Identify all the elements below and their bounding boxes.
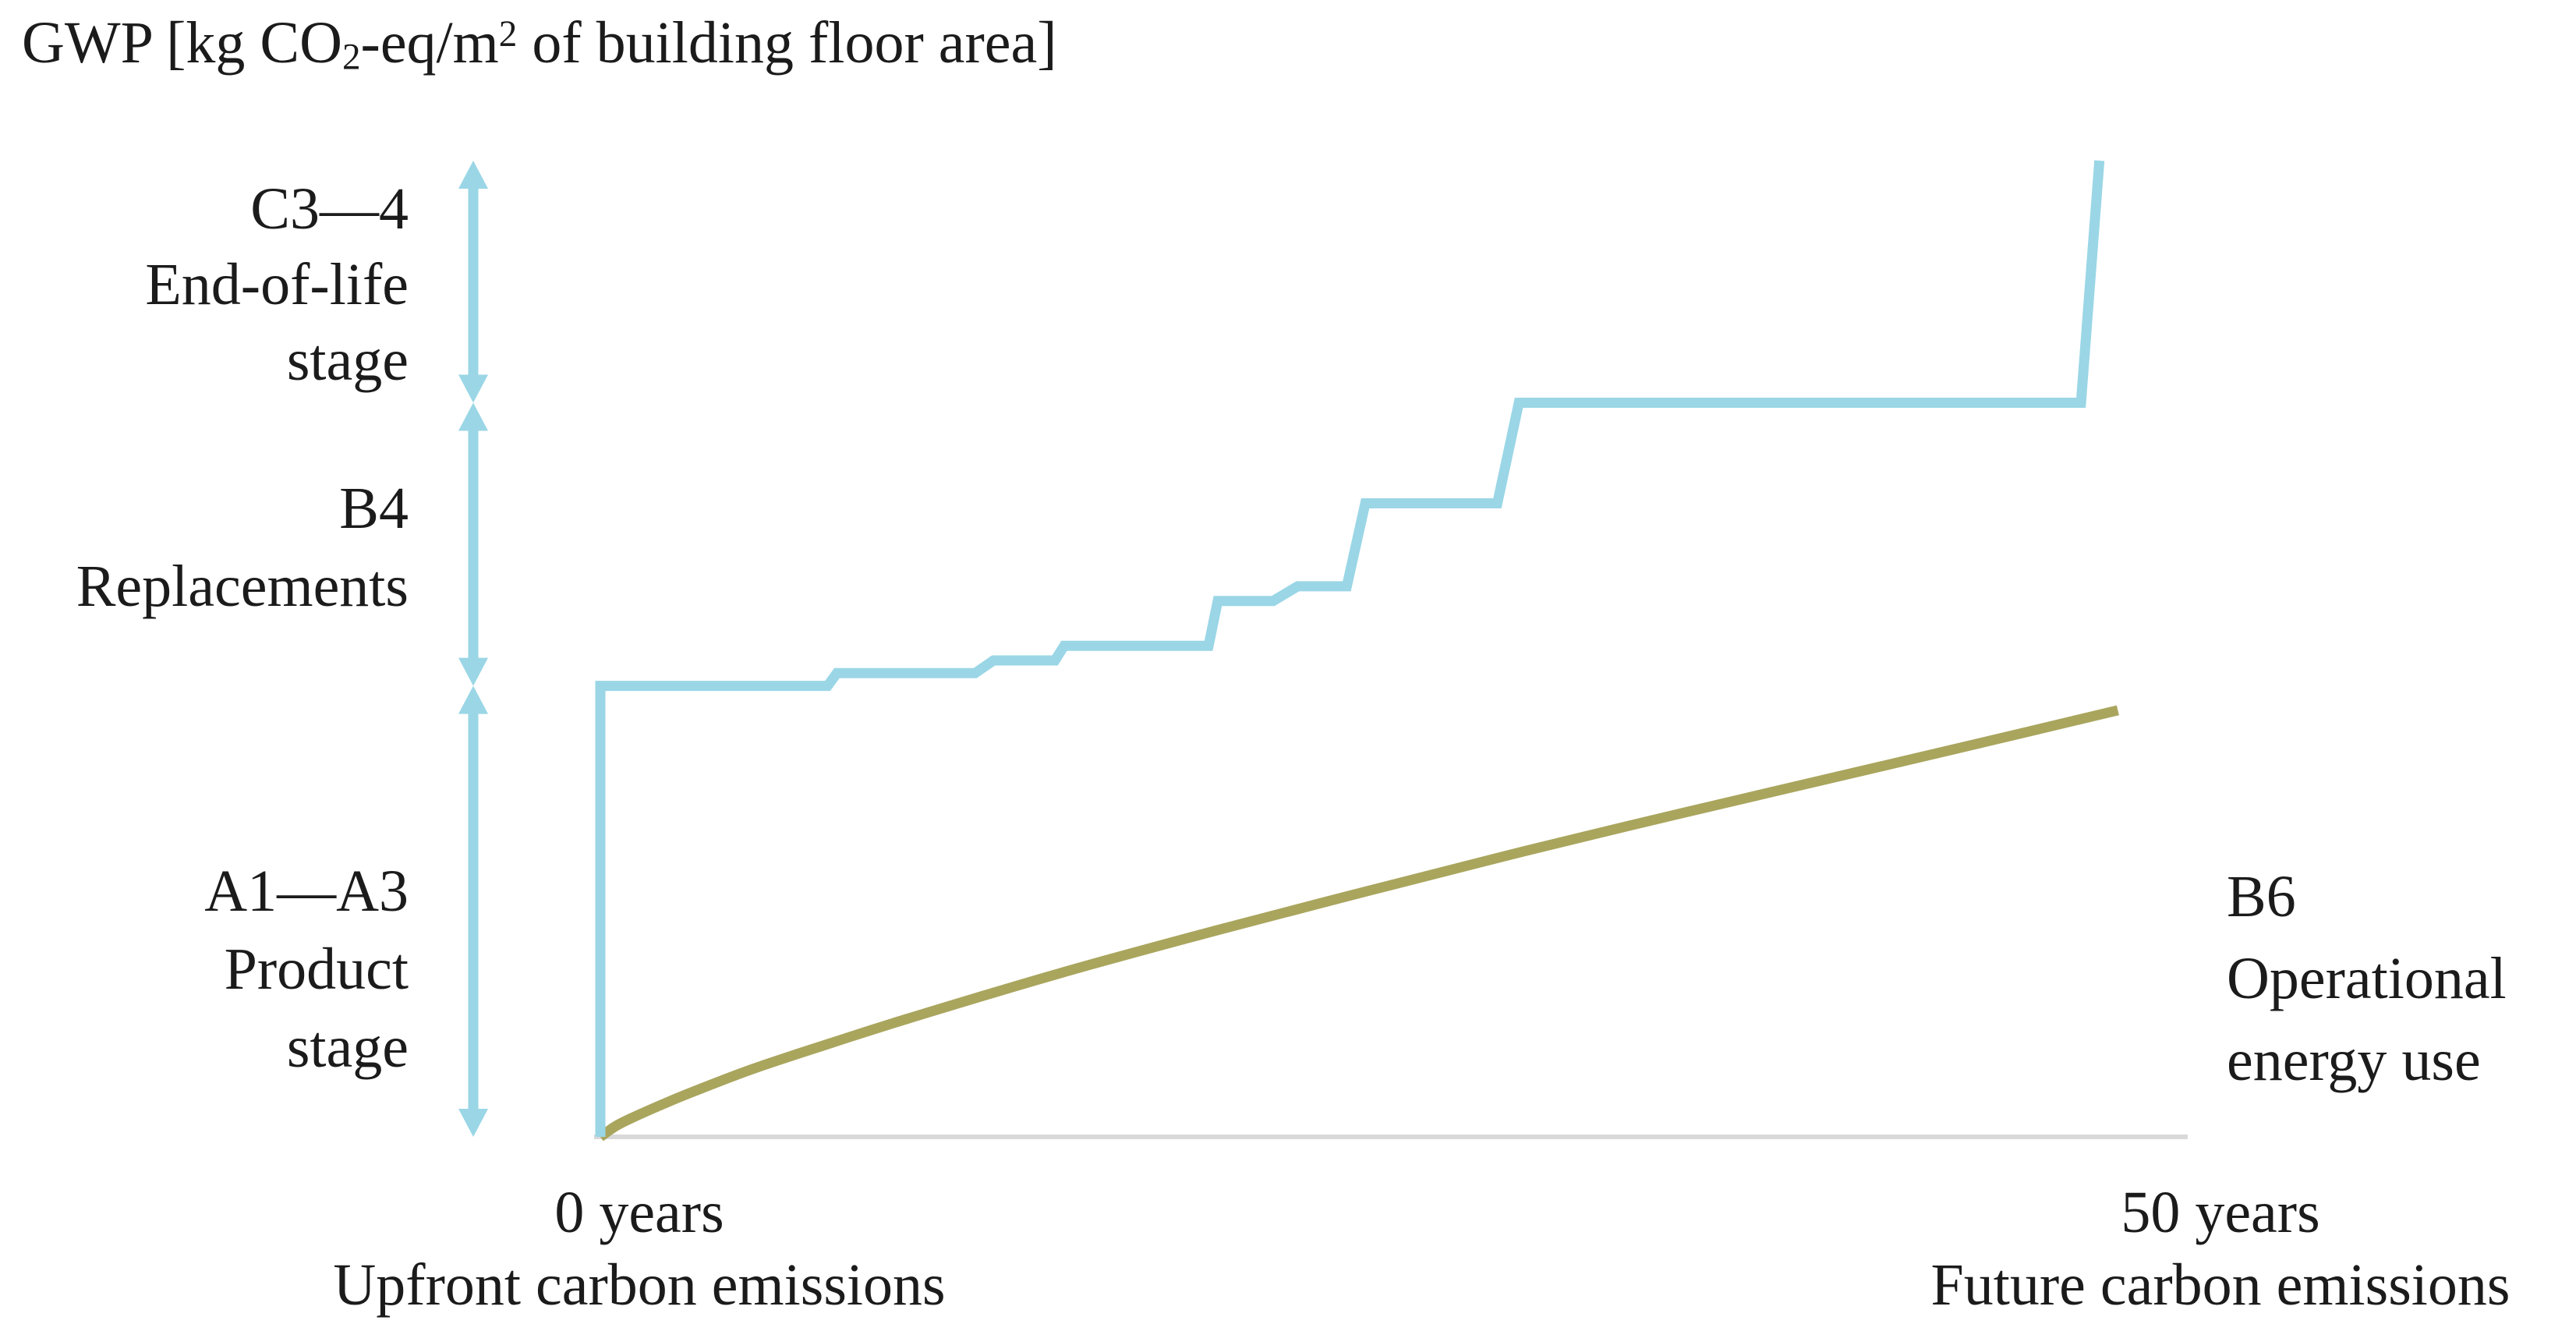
title-subscript: 2 — [341, 37, 361, 78]
stage-label-a1-a3: A1—A3 Product stage — [0, 852, 409, 1086]
embodied-carbon-line — [595, 160, 2105, 1137]
x-tick-label-50-years: 50 years — [2121, 1180, 2320, 1245]
stage-label-line: Product — [224, 936, 409, 1002]
stage-label-line: Operational — [2227, 946, 2507, 1011]
stage-label-b6: B6 Operational energy use — [2227, 856, 2507, 1102]
title-text: GWP [kg CO — [22, 10, 342, 76]
stage-arrow-down-head — [458, 374, 488, 403]
stage-label-line: energy use — [2227, 1028, 2481, 1093]
x-axis-label-start: 0 years Upfront carbon emissions — [218, 1177, 1060, 1322]
operational-energy-line — [597, 705, 2119, 1142]
stage-arrow-up-head — [458, 161, 488, 189]
x-tick-label-0-years: 0 years — [554, 1180, 724, 1245]
x-axis-caption-future: Future carbon emissions — [1930, 1252, 2511, 1318]
stage-arrow-up-head — [458, 402, 488, 431]
stage-label-line: B4 — [339, 476, 409, 541]
title-text: of building floor area] — [517, 10, 1057, 76]
title-superscript: 2 — [498, 13, 518, 55]
stage-arrow-up-head — [458, 685, 488, 714]
stage-label-line: C3—4 — [250, 176, 409, 242]
stage-label-line: stage — [286, 1014, 409, 1080]
stage-label-line: End-of-life — [145, 252, 409, 317]
stage-label-b4: B4 Replacements — [0, 469, 409, 625]
x-axis-label-end: 50 years Future carbon emissions — [1799, 1177, 2576, 1322]
title-text: -eq/m — [360, 10, 499, 76]
stage-label-c3-4: C3—4 End-of-life stage — [0, 172, 409, 398]
stage-arrow-down-head — [458, 657, 488, 686]
chart-title: GWP [kg CO2-eq/m2 of building floor area… — [22, 8, 1057, 80]
stage-label-line: B6 — [2227, 864, 2296, 929]
stage-label-line: A1—A3 — [204, 858, 409, 924]
stage-label-line: stage — [286, 327, 409, 393]
stage-label-line: Replacements — [76, 554, 409, 619]
stage-arrow-down-head — [458, 1109, 488, 1137]
x-axis-caption-upfront: Upfront carbon emissions — [333, 1252, 946, 1318]
